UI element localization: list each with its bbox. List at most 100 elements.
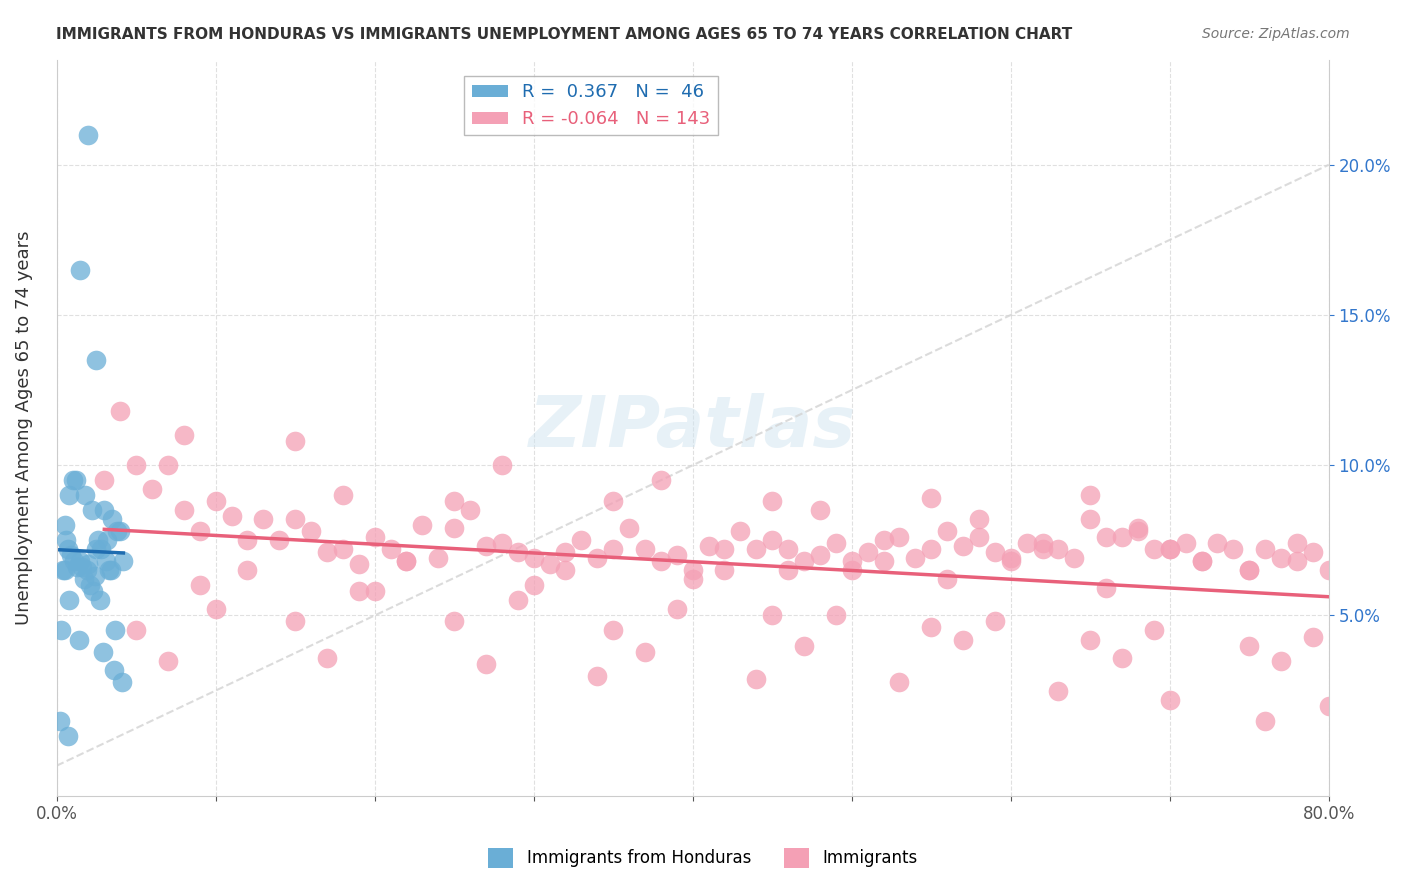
Immigrants from Honduras bbox=[72, 573, 94, 587]
Immigrants from Honduras bbox=[52, 563, 75, 577]
Immigrants bbox=[1254, 714, 1277, 728]
Immigrants bbox=[1239, 563, 1261, 577]
Immigrants bbox=[236, 533, 259, 548]
Immigrants bbox=[252, 512, 274, 526]
Immigrants bbox=[125, 458, 148, 473]
Immigrants bbox=[634, 542, 657, 557]
Immigrants bbox=[1031, 536, 1053, 550]
Immigrants bbox=[443, 615, 465, 629]
Immigrants from Honduras bbox=[101, 512, 124, 526]
Immigrants bbox=[650, 473, 672, 487]
Immigrants bbox=[617, 521, 640, 535]
Immigrants bbox=[665, 602, 688, 616]
Immigrants bbox=[1191, 554, 1213, 568]
Immigrants bbox=[1302, 630, 1324, 644]
Immigrants from Honduras bbox=[103, 663, 125, 677]
Immigrants from Honduras bbox=[66, 560, 89, 574]
Immigrants bbox=[1191, 554, 1213, 568]
Immigrants bbox=[1159, 692, 1181, 706]
Immigrants bbox=[761, 608, 783, 623]
Immigrants bbox=[1270, 654, 1292, 668]
Immigrants bbox=[236, 563, 259, 577]
Immigrants bbox=[1047, 542, 1070, 557]
Immigrants from Honduras bbox=[51, 624, 73, 638]
Immigrants bbox=[554, 563, 576, 577]
Immigrants from Honduras bbox=[75, 488, 97, 502]
Immigrants bbox=[793, 639, 815, 653]
Immigrants bbox=[778, 563, 800, 577]
Immigrants bbox=[872, 554, 894, 568]
Immigrants from Honduras bbox=[94, 554, 117, 568]
Immigrants from Honduras bbox=[98, 563, 121, 577]
Immigrants bbox=[808, 549, 831, 563]
Immigrants from Honduras bbox=[112, 554, 135, 568]
Immigrants bbox=[602, 624, 624, 638]
Immigrants bbox=[920, 620, 942, 634]
Immigrants bbox=[602, 542, 624, 557]
Immigrants bbox=[1174, 536, 1197, 550]
Immigrants bbox=[650, 554, 672, 568]
Immigrants bbox=[1285, 536, 1308, 550]
Immigrants bbox=[1078, 512, 1101, 526]
Immigrants bbox=[1078, 632, 1101, 647]
Immigrants bbox=[1285, 554, 1308, 568]
Immigrants bbox=[1000, 554, 1022, 568]
Immigrants bbox=[475, 657, 498, 671]
Immigrants from Honduras bbox=[86, 542, 108, 557]
Immigrants bbox=[173, 428, 195, 442]
Immigrants bbox=[506, 545, 529, 559]
Immigrants bbox=[316, 650, 339, 665]
Immigrants bbox=[920, 542, 942, 557]
Immigrants bbox=[1111, 530, 1133, 544]
Immigrants bbox=[506, 593, 529, 607]
Immigrants bbox=[1222, 542, 1244, 557]
Immigrants bbox=[93, 473, 115, 487]
Immigrants from Honduras bbox=[100, 563, 122, 577]
Immigrants bbox=[602, 494, 624, 508]
Immigrants bbox=[363, 530, 385, 544]
Immigrants from Honduras bbox=[91, 644, 114, 658]
Immigrants bbox=[1047, 683, 1070, 698]
Immigrants bbox=[316, 545, 339, 559]
Immigrants from Honduras bbox=[49, 714, 72, 728]
Immigrants bbox=[204, 602, 226, 616]
Immigrants bbox=[1143, 624, 1166, 638]
Immigrants from Honduras bbox=[69, 554, 91, 568]
Immigrants bbox=[1365, 639, 1388, 653]
Immigrants bbox=[730, 524, 752, 539]
Immigrants bbox=[1000, 551, 1022, 566]
Immigrants from Honduras bbox=[87, 533, 110, 548]
Immigrants bbox=[110, 404, 132, 418]
Immigrants from Honduras bbox=[76, 563, 98, 577]
Immigrants bbox=[284, 615, 307, 629]
Immigrants bbox=[1302, 545, 1324, 559]
Immigrants bbox=[1078, 488, 1101, 502]
Immigrants bbox=[395, 554, 418, 568]
Immigrants from Honduras bbox=[56, 729, 79, 743]
Immigrants bbox=[682, 563, 704, 577]
Immigrants bbox=[299, 524, 322, 539]
Immigrants bbox=[952, 632, 974, 647]
Immigrants bbox=[443, 521, 465, 535]
Immigrants from Honduras bbox=[80, 503, 103, 517]
Immigrants bbox=[872, 533, 894, 548]
Immigrants bbox=[554, 545, 576, 559]
Immigrants bbox=[156, 458, 179, 473]
Immigrants from Honduras bbox=[105, 524, 128, 539]
Immigrants bbox=[1126, 521, 1149, 535]
Immigrants bbox=[125, 624, 148, 638]
Immigrants bbox=[1239, 563, 1261, 577]
Immigrants from Honduras bbox=[111, 674, 134, 689]
Immigrants bbox=[284, 434, 307, 449]
Immigrants from Honduras bbox=[70, 560, 93, 574]
Immigrants bbox=[936, 573, 959, 587]
Immigrants bbox=[761, 494, 783, 508]
Immigrants from Honduras bbox=[104, 624, 127, 638]
Immigrants from Honduras bbox=[77, 558, 100, 572]
Immigrants bbox=[221, 509, 243, 524]
Immigrants bbox=[569, 533, 592, 548]
Immigrants from Honduras bbox=[77, 128, 100, 142]
Immigrants bbox=[1270, 551, 1292, 566]
Immigrants from Honduras bbox=[83, 569, 105, 583]
Immigrants from Honduras bbox=[63, 554, 86, 568]
